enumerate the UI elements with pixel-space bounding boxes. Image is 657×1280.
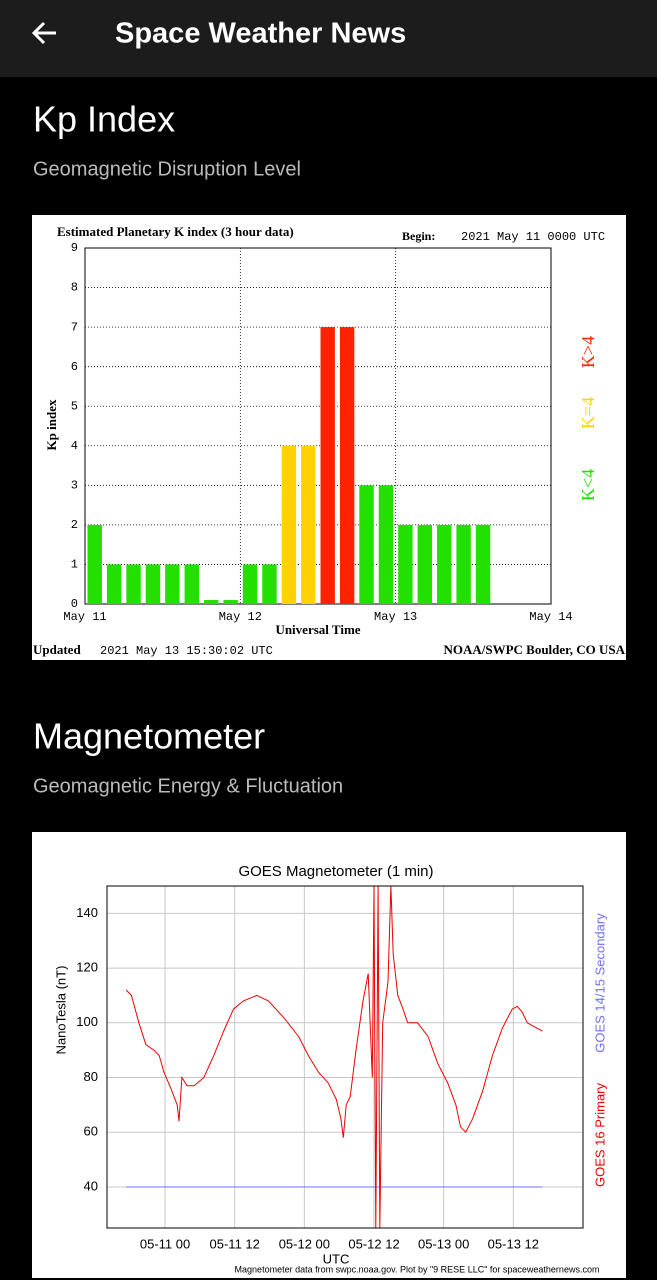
bar — [320, 327, 335, 604]
legend-entry: K=4 — [578, 397, 598, 429]
section-title: Magnetometer — [33, 716, 265, 757]
y-tick-label: 40 — [84, 1178, 98, 1193]
legend-entry: GOES 16 Primary — [592, 1082, 607, 1187]
bar — [437, 524, 452, 604]
y-tick-label: 3 — [71, 479, 78, 493]
y-tick-label: 9 — [71, 241, 78, 255]
y-axis-label: NanoTesla (nT) — [53, 966, 68, 1055]
footer: Magnetometer data from swpc.noaa.gov. Pl… — [235, 1264, 600, 1274]
legend-entry: K>4 — [578, 336, 598, 368]
x-tick-label: 05-12 00 — [279, 1236, 330, 1251]
y-axis-label: Kp index — [44, 399, 59, 450]
bar — [417, 524, 432, 604]
x-tick-label: 05-11 00 — [140, 1236, 190, 1251]
y-tick-label: 120 — [76, 960, 98, 975]
x-axis-label: UTC — [323, 1251, 350, 1266]
app-title: Space Weather News — [115, 18, 406, 50]
source: NOAA/SWPC Boulder, CO USA — [443, 642, 625, 657]
magnetometer-image — [32, 832, 626, 1278]
section-title: Kp Index — [33, 99, 175, 140]
bar — [359, 485, 374, 604]
bar — [378, 485, 394, 604]
series-line — [125, 886, 543, 1228]
updated-date: 2021 May 13 15:30:02 UTC — [100, 644, 273, 658]
section-subtitle: Geomagnetic Energy & Fluctuation — [33, 775, 343, 797]
bar — [456, 524, 471, 604]
plot-frame — [84, 247, 552, 605]
legend-entry: GOES 14/15 Secondary — [592, 913, 607, 1053]
y-tick-label: 7 — [71, 320, 78, 334]
app-bar — [0, 0, 657, 77]
y-tick-label: 8 — [71, 281, 78, 295]
y-tick-label: 2 — [71, 518, 78, 532]
bar — [165, 564, 180, 604]
y-tick-label: 1 — [71, 558, 78, 572]
bar — [145, 564, 161, 604]
bar — [87, 524, 102, 604]
x-tick-label: May 11 — [63, 610, 106, 624]
y-tick-label: 0 — [71, 597, 78, 611]
back-button[interactable] — [31, 21, 56, 45]
x-tick-label: 05-13 00 — [418, 1236, 469, 1251]
bar — [106, 564, 122, 604]
y-tick-label: 6 — [71, 360, 78, 374]
bar — [398, 524, 413, 604]
x-tick-label: 05-13 12 — [488, 1236, 539, 1251]
begin-label: Begin: — [402, 229, 435, 243]
y-tick-label: 60 — [84, 1124, 98, 1139]
x-tick-label: 05-11 12 — [210, 1236, 260, 1251]
x-tick-label: May 14 — [529, 610, 572, 624]
bar — [475, 524, 491, 604]
bar — [126, 564, 141, 604]
bar — [223, 600, 238, 604]
bar — [281, 445, 297, 604]
y-tick-label: 140 — [76, 905, 98, 920]
bar — [184, 564, 199, 604]
bar — [262, 564, 277, 604]
chart-title: Estimated Planetary K index (3 hour data… — [57, 224, 294, 239]
x-tick-label: May 13 — [374, 610, 417, 624]
begin-date: 2021 May 11 0000 UTC — [461, 230, 605, 244]
x-tick-label: 05-12 12 — [348, 1236, 399, 1251]
bar — [339, 327, 355, 604]
bar — [242, 564, 258, 604]
bar — [301, 445, 316, 604]
updated-label: Updated — [33, 642, 81, 657]
x-tick-label: May 12 — [219, 610, 262, 624]
x-axis-label: Universal Time — [275, 622, 360, 637]
y-tick-label: 4 — [71, 439, 78, 453]
plot-frame — [106, 885, 584, 1229]
y-tick-label: 80 — [84, 1069, 98, 1084]
chart-title: GOES Magnetometer (1 min) — [238, 863, 433, 880]
legend-entry: K<4 — [578, 469, 598, 501]
y-tick-label: 100 — [76, 1014, 98, 1029]
y-tick-label: 5 — [71, 399, 78, 413]
section-subtitle: Geomagnetic Disruption Level — [33, 158, 301, 180]
bar — [204, 600, 219, 604]
